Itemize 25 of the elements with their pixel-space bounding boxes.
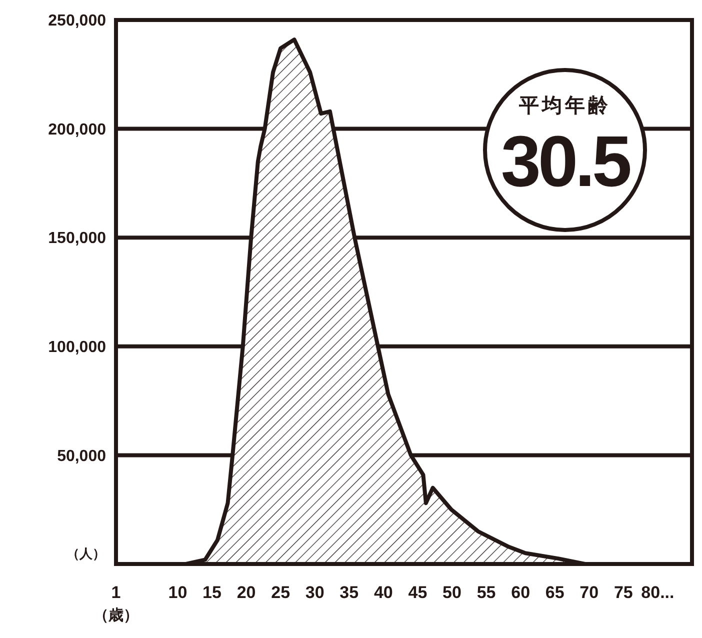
x-tick-label: 65 [545, 583, 564, 602]
x-tick-label: 55 [476, 583, 496, 602]
x-tick-label: 40 [374, 583, 393, 602]
y-tick-label: 200,000 [48, 121, 106, 138]
x-tick-label: 50 [442, 583, 462, 602]
x-tick-label: 30 [305, 583, 324, 602]
y-tick-label: 150,000 [48, 230, 106, 248]
x-tick-label: 20 [236, 583, 256, 602]
x-tick-label: 25 [271, 583, 290, 602]
x-tick-label: 1 [111, 583, 121, 602]
x-tick-label: 35 [340, 583, 359, 602]
y-tick-label: 100,000 [48, 339, 106, 356]
annotation: 平均年齢 [518, 95, 611, 117]
x-tick-label: 45 [408, 583, 428, 602]
x-axis-title: （歳） [94, 607, 138, 624]
x-tick-label: 10 [168, 583, 188, 602]
x-tick-label: 15 [202, 583, 222, 602]
y-axis-title: （人） [66, 546, 106, 561]
y-tick-label: 50,000 [57, 448, 106, 465]
x-tick-label: 75 [614, 583, 633, 602]
x-tick-label: 80... [641, 583, 674, 602]
x-tick-label: 70 [580, 583, 599, 602]
x-tick-label: 60 [511, 583, 530, 602]
y-tick-label: 250,000 [48, 12, 106, 30]
annotation: 30.5 [500, 122, 632, 202]
